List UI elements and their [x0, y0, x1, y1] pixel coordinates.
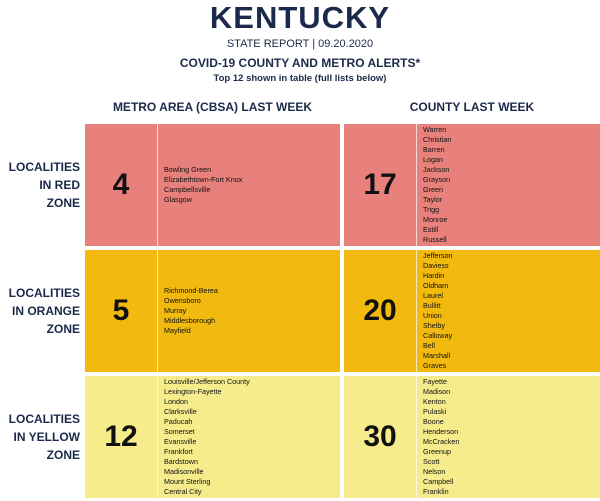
county-name: Campbell — [423, 477, 454, 486]
metro-name: Somerset — [164, 427, 195, 436]
metro-name: Lexington-Fayette — [164, 387, 222, 396]
metro-name: Bardstown — [164, 457, 198, 466]
county-name: Jefferson — [423, 251, 453, 260]
county-cell: 20 Jefferson Daviess Hardin Oldham Laurel Bull… — [344, 250, 600, 372]
county-name: Pulaski — [423, 407, 447, 416]
row-label: LOCALITIES IN YELLOW ZONE — [0, 376, 80, 498]
metro-name: Mayfield — [164, 326, 191, 335]
county-cell: 30 Fayette Madison Kenton Pulaski Boone Hender… — [344, 376, 600, 498]
metro-cell: 12 Louisville/Jefferson County Lexington-F… — [85, 376, 340, 498]
metro-name: London — [164, 397, 188, 406]
county-name: Warren — [423, 125, 447, 134]
metro-list: Louisville/Jefferson County Lexington-Fay… — [158, 376, 340, 498]
row-label-line: ZONE — [46, 322, 80, 336]
row-label-line: IN YELLOW — [13, 430, 80, 444]
county-name: Barren — [423, 145, 445, 154]
table-note: Top 12 shown in table (full lists below) — [213, 73, 387, 84]
county-name: Bell — [423, 341, 435, 350]
metro-name: Elizabethtown-Fort Knox — [164, 175, 243, 184]
county-name: Jackson — [423, 165, 450, 174]
county-count: 20 — [344, 250, 417, 372]
county-count: 17 — [344, 124, 417, 246]
county-name: Scott — [423, 457, 440, 466]
row-label-text: LOCALITIES IN ORANGE ZONE — [9, 284, 80, 338]
county-name: Boone — [423, 417, 444, 426]
metro-name: Middlesborough — [164, 316, 216, 325]
county-name: Franklin — [423, 487, 449, 496]
county-name: Bullitt — [423, 301, 441, 310]
metro-name: Evansville — [164, 437, 197, 446]
county-name: Logan — [423, 155, 443, 164]
county-name: Graves — [423, 361, 447, 370]
metro-name: Louisville/Jefferson County — [164, 377, 250, 386]
row-label-text: LOCALITIES IN RED ZONE — [9, 158, 80, 212]
column-header: METRO AREA (CBSA) LAST WEEK — [112, 100, 313, 114]
report-date: STATE REPORT | 09.20.2020 — [226, 38, 374, 50]
row-label-line: LOCALITIES — [8, 160, 80, 174]
metro-name: Bowling Green — [164, 165, 212, 174]
county-list: Warren Christian Barren Logan Jackson Grayson… — [417, 124, 600, 246]
metro-name: Campbellsville — [164, 185, 211, 194]
county-name: Henderson — [423, 427, 459, 436]
county-name: Monroe — [423, 215, 448, 224]
county-name: Marshall — [423, 351, 451, 360]
metro-count: 12 — [85, 376, 158, 498]
county-name: Oldham — [423, 281, 449, 290]
section-heading: COVID-19 COUNTY AND METRO ALERTS* — [179, 56, 421, 70]
county-name: Trigg — [423, 205, 440, 214]
county-name: Grayson — [423, 175, 451, 184]
county-count: 30 — [344, 376, 417, 498]
row-label: LOCALITIES IN ORANGE ZONE — [0, 250, 80, 372]
county-name: Union — [423, 311, 442, 320]
metro-name: Murray — [164, 306, 187, 315]
state-title: KENTUCKY — [209, 0, 391, 35]
metro-name: Paducah — [164, 417, 193, 426]
county-name: McCracken — [423, 437, 460, 446]
metro-cell: 5 Richmond-Berea Owensboro Murray Middlesbor… — [85, 250, 340, 372]
county-name: Madison — [423, 387, 451, 396]
metro-list: Richmond-Berea Owensboro Murray Middlesboro… — [158, 250, 340, 372]
county-name: Taylor — [423, 195, 443, 204]
metro-cell: 4 Bowling Green Elizabethtown-Fort Knox Cam… — [85, 124, 340, 246]
row-label-text: LOCALITIES IN YELLOW ZONE — [9, 410, 80, 464]
row-label-line: IN ORANGE — [11, 304, 80, 318]
metro-count: 5 — [85, 250, 158, 372]
metro-name: Richmond-Berea — [164, 286, 218, 295]
row-label-line: LOCALITIES — [8, 286, 80, 300]
county-name: Christian — [423, 135, 452, 144]
row-label-line: ZONE — [46, 196, 80, 210]
county-list: Fayette Madison Kenton Pulaski Boone Henderso… — [417, 376, 600, 498]
metro-list: Bowling Green Elizabethtown-Fort Knox Camp… — [158, 124, 340, 246]
row-label-line: IN RED — [39, 178, 80, 192]
column-header: COUNTY LAST WEEK — [409, 100, 535, 114]
county-name: Fayette — [423, 377, 447, 386]
metro-name: Central City — [164, 487, 202, 496]
metro-name: Frankfort — [164, 447, 193, 456]
county-name: Laurel — [423, 291, 443, 300]
metro-name: Glasgow — [164, 195, 192, 204]
metro-name: Owensboro — [164, 296, 201, 305]
county-name: Greenup — [423, 447, 451, 456]
row-label: LOCALITIES IN RED ZONE — [0, 124, 80, 246]
row-label-line: ZONE — [46, 448, 80, 462]
county-cell: 17 Warren Christian Barren Logan Jackson Grays… — [344, 124, 600, 246]
row-label-line: LOCALITIES — [8, 412, 80, 426]
county-name: Estill — [423, 225, 439, 234]
metro-name: Clarksville — [164, 407, 197, 416]
metro-count: 4 — [85, 124, 158, 246]
metro-name: Madisonville — [164, 467, 204, 476]
county-list: Jefferson Daviess Hardin Oldham Laurel Bullit… — [417, 250, 600, 372]
county-name: Calloway — [423, 331, 453, 340]
county-name: Russell — [423, 235, 447, 244]
county-name: Daviess — [423, 261, 449, 270]
county-name: Kenton — [423, 397, 446, 406]
county-name: Nelson — [423, 467, 446, 476]
county-name: Green — [423, 185, 443, 194]
county-name: Hardin — [423, 271, 445, 280]
county-name: Shelby — [423, 321, 445, 330]
metro-name: Mount Sterling — [164, 477, 211, 486]
